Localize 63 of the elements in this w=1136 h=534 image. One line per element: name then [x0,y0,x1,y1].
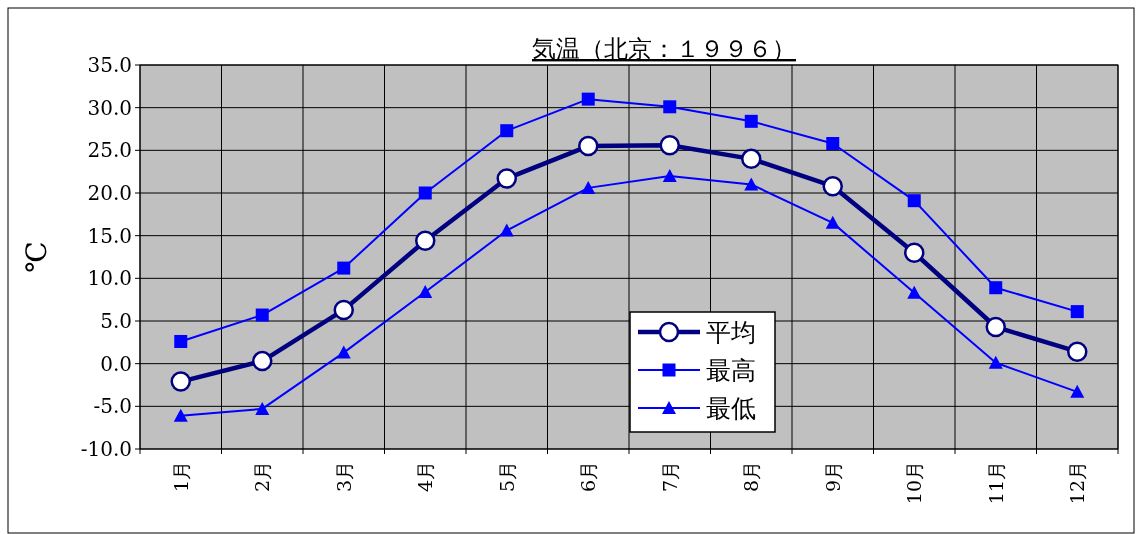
chart-title: 気温（北京：１９９６） [532,35,796,63]
x-tick-label: 1月 [169,461,192,493]
point [1070,384,1085,398]
point [904,242,925,263]
point [659,134,680,156]
point [662,168,677,182]
point [822,175,843,197]
point [581,180,596,194]
y-axis-title: ℃ [20,241,53,273]
legend-label: 最低 [706,394,756,423]
y-tick-label: 20.0 [87,181,132,205]
point [985,316,1006,338]
x-tick-label: 6月 [577,461,600,493]
point [907,194,921,208]
point [170,371,191,392]
point [826,137,840,151]
x-tick-label: 9月 [821,461,844,493]
y-tick-label: 30.0 [87,95,132,120]
point [255,401,270,415]
point [988,355,1003,369]
y-tick-label: 10.0 [87,266,132,291]
point [333,299,354,321]
point [741,148,762,170]
x-tick-label: 3月 [332,461,355,493]
x-tick-label: 4月 [414,461,437,493]
y-tick-label: -10.0 [80,437,132,461]
point [336,345,351,359]
point [500,124,514,138]
point [173,408,188,422]
legend-label: 最高 [706,356,756,385]
point [255,308,269,322]
point [1067,341,1088,362]
x-tick-label: 12月 [1066,461,1089,505]
x-tick-label: 10月 [903,461,926,505]
point [663,100,677,114]
legend-label: 平均 [706,318,756,347]
y-tick-label: 35.0 [87,53,132,77]
point [496,168,517,189]
x-tick-label: 11月 [984,461,1007,505]
x-tick-label: 5月 [495,461,518,493]
x-tick-label: 8月 [740,461,763,493]
point [418,284,433,298]
y-tick-label: -5.0 [93,394,132,419]
point [252,350,273,372]
point [415,230,436,252]
point [907,285,922,299]
point [581,92,595,106]
point [499,223,514,237]
y-tick-label: 25.0 [87,138,132,163]
point [744,114,758,128]
x-tick-label: 2月 [251,461,274,493]
point [418,186,432,200]
point [744,177,759,191]
point [174,334,188,348]
point [337,261,351,275]
point [578,135,599,157]
point [989,281,1003,295]
y-tick-label: 15.0 [87,223,132,248]
point [825,215,840,229]
y-tick-label: 0.0 [100,351,132,376]
point [1070,305,1084,319]
x-tick-label: 7月 [658,461,681,493]
y-tick-label: 5.0 [100,309,132,333]
